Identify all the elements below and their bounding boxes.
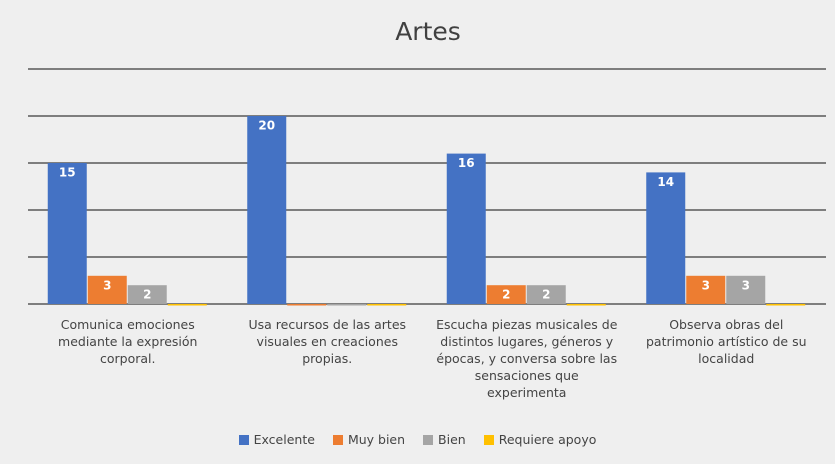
bar (127, 285, 167, 304)
legend-swatch (423, 434, 434, 445)
bar (446, 153, 486, 304)
bar (766, 304, 806, 306)
legend-swatch (332, 434, 343, 445)
bar (646, 172, 686, 304)
bar (167, 304, 207, 306)
bar (247, 116, 287, 304)
legend-label: Muy bien (347, 432, 406, 447)
data-label: 3 (742, 278, 750, 292)
bar (287, 304, 327, 306)
x-tick-label: Observa obras del patrimonio artístico d… (645, 317, 807, 366)
x-tick-label: Usa recursos de las artes visuales en cr… (248, 317, 407, 366)
data-label: 2 (542, 288, 550, 302)
data-label: 3 (103, 278, 111, 292)
bar (327, 304, 367, 306)
bar (526, 285, 566, 304)
legend-label: Requiere apoyo (498, 432, 597, 447)
bar (726, 275, 766, 304)
bar (566, 304, 606, 306)
bar (87, 275, 127, 304)
legend-item: Bien (423, 432, 466, 447)
bar (367, 304, 407, 306)
legend-swatch (483, 434, 494, 445)
data-label: 3 (702, 278, 710, 292)
data-label: 14 (657, 175, 674, 189)
data-label: 2 (502, 288, 510, 302)
x-tick-label: Comunica emociones mediante la expresión… (58, 317, 198, 366)
legend: Excelente Muy bien Bien Requiere apoyo (0, 432, 835, 447)
bar (686, 275, 726, 304)
legend-label: Excelente (253, 432, 315, 447)
data-label: 15 (59, 166, 76, 180)
bar (486, 285, 526, 304)
legend-item: Excelente (238, 432, 315, 447)
data-label: 2 (143, 288, 151, 302)
legend-item: Muy bien (332, 432, 406, 447)
x-tick-label: Escucha piezas musicales de distintos lu… (436, 317, 618, 400)
data-label: 20 (258, 119, 275, 133)
chart-title: Artes (395, 17, 461, 46)
bar (47, 163, 87, 304)
legend-swatch (238, 434, 249, 445)
data-label: 16 (458, 156, 475, 170)
legend-item: Requiere apoyo (483, 432, 597, 447)
legend-label: Bien (438, 432, 466, 447)
